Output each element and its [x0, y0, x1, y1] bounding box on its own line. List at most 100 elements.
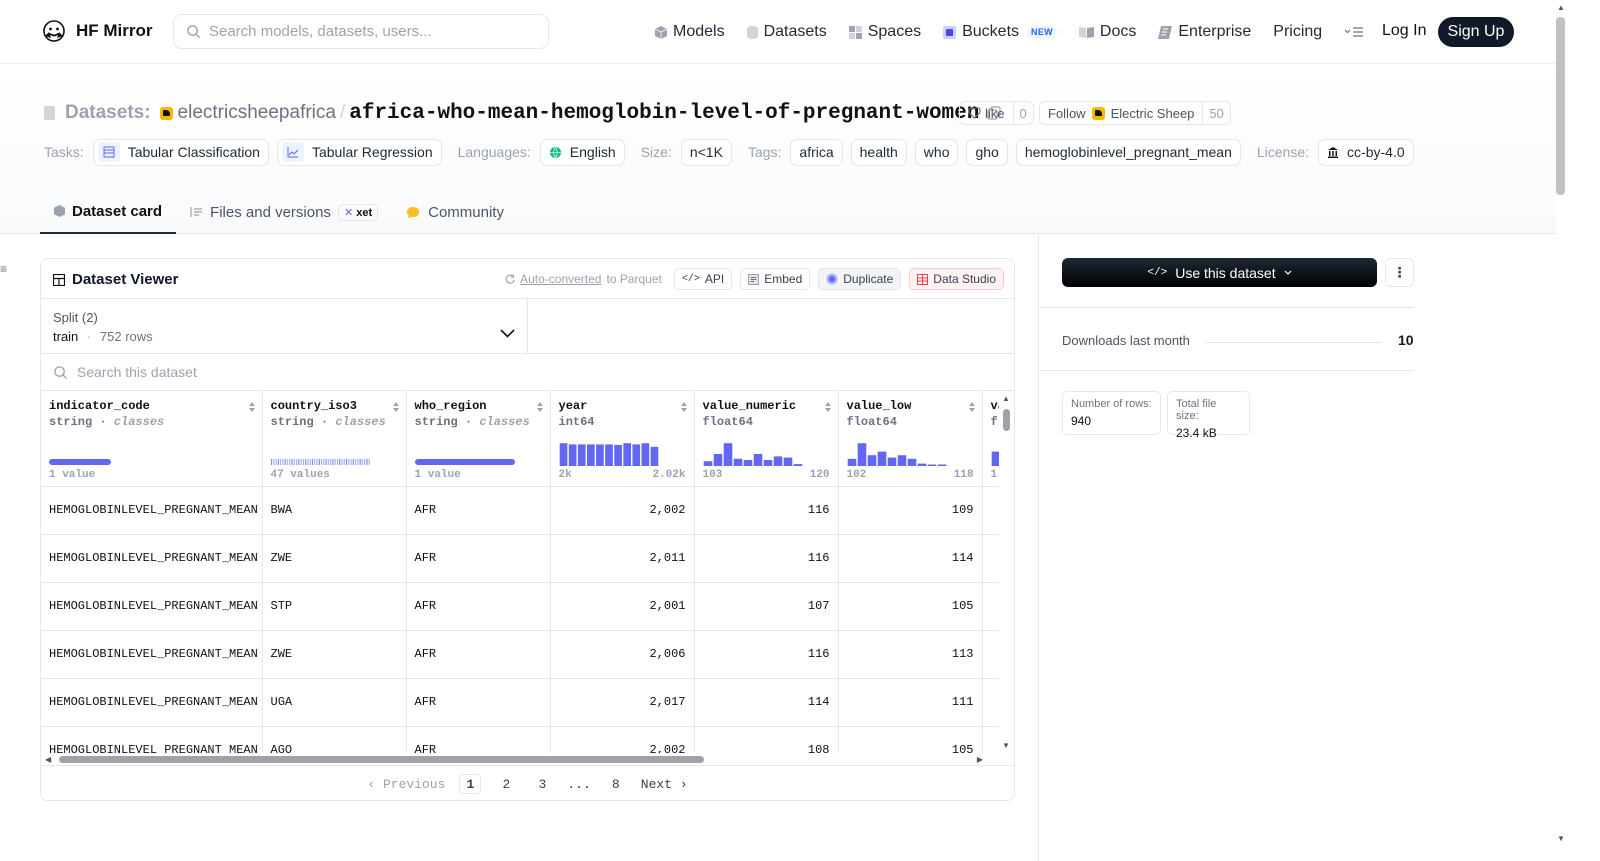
pager-previous[interactable]: ‹ Previous: [367, 776, 446, 792]
class-bar[interactable]: [318, 459, 320, 465]
histogram-bar[interactable]: [559, 443, 567, 466]
tag-africa[interactable]: africa: [790, 138, 843, 166]
histogram-bar[interactable]: [631, 444, 640, 466]
histogram-bar[interactable]: [753, 454, 762, 466]
class-bar[interactable]: [320, 459, 322, 465]
tab-files-and-versions[interactable]: Files and versions ✕ xet: [176, 190, 392, 234]
column-header-0[interactable]: indicator_code string · classes 1 value: [41, 391, 263, 487]
histogram-bar[interactable]: [847, 458, 856, 466]
class-bar[interactable]: [334, 459, 336, 465]
table-vertical-scrollbar[interactable]: ▲ ▼: [999, 391, 1014, 753]
table-cell[interactable]: 111: [838, 678, 983, 727]
nav-pricing[interactable]: Pricing: [1273, 23, 1322, 41]
like-button[interactable]: like 0: [959, 101, 1034, 125]
histogram-bar[interactable]: [763, 460, 772, 466]
table-row[interactable]: HEMOGLOBINLEVEL_PREGNANT_MEAN BWA AFR 2,002…: [41, 486, 999, 535]
duplicate-button[interactable]: Duplicate: [818, 268, 902, 290]
table-cell[interactable]: 2,011: [550, 534, 695, 583]
histogram-bar[interactable]: [703, 461, 712, 466]
class-bar[interactable]: [309, 459, 311, 465]
table-row[interactable]: HEMOGLOBINLEVEL_PREGNANT_MEAN UGA AFR 2,017…: [41, 678, 999, 727]
class-bar[interactable]: [281, 459, 284, 465]
nav-enterprise[interactable]: Enterprise: [1158, 23, 1251, 41]
tag-gho[interactable]: gho: [966, 138, 1008, 166]
histogram-bar[interactable]: [650, 446, 658, 466]
table-row[interactable]: HEMOGLOBINLEVEL_PREGNANT_MEAN ZWE AFR 2,011…: [41, 534, 999, 583]
histogram-bar[interactable]: [723, 443, 732, 466]
class-bar[interactable]: [313, 459, 315, 465]
global-search[interactable]: [173, 14, 549, 49]
signup-button[interactable]: Sign Up: [1438, 17, 1514, 47]
column-header-3[interactable]: year int64 2k 2.02k: [550, 391, 695, 487]
histogram-bar[interactable]: [793, 464, 802, 466]
table-cell[interactable]: 2,002: [550, 726, 695, 753]
table-cell[interactable]: 107: [694, 582, 839, 631]
class-bar[interactable]: [347, 459, 349, 465]
table-cell[interactable]: HEMOGLOBINLEVEL_PREGNANT_MEAN: [41, 726, 263, 753]
class-bar[interactable]: [327, 459, 329, 465]
tag-language[interactable]: English: [539, 138, 625, 166]
scroll-up-icon[interactable]: ▲: [1002, 394, 1010, 403]
class-bar[interactable]: [304, 459, 306, 465]
dataset-search[interactable]: [41, 354, 1014, 391]
class-bar[interactable]: [300, 459, 302, 465]
scroll-up-icon[interactable]: ▲: [1557, 3, 1565, 12]
pager-page-8[interactable]: 8: [611, 776, 620, 792]
class-bar[interactable]: [343, 459, 345, 465]
table-cell[interactable]: AFR: [406, 582, 551, 631]
follow-button[interactable]: Follow Electric Sheep 50: [1039, 101, 1231, 125]
class-bar[interactable]: [336, 459, 338, 465]
auto-converted-link[interactable]: Auto-converted: [520, 272, 602, 286]
class-bar[interactable]: [354, 459, 356, 465]
pager-next[interactable]: Next ›: [640, 776, 688, 792]
table-row[interactable]: HEMOGLOBINLEVEL_PREGNANT_MEAN STP AFR 2,001…: [41, 582, 999, 631]
histogram-bar[interactable]: [577, 444, 586, 466]
table-cell[interactable]: HEMOGLOBINLEVEL_PREGNANT_MEAN: [41, 630, 263, 679]
table-cell[interactable]: 113: [838, 630, 983, 679]
class-bar[interactable]: [352, 459, 354, 465]
column-header-1[interactable]: country_iso3 string · classes 47 values: [262, 391, 407, 487]
class-bar[interactable]: [356, 459, 358, 465]
histogram-bar[interactable]: [641, 443, 649, 466]
scroll-right-icon[interactable]: ▶: [976, 755, 983, 764]
table-cell[interactable]: 116: [694, 534, 839, 583]
class-bar[interactable]: [275, 459, 277, 465]
table-cell[interactable]: [982, 582, 999, 631]
sort-icon[interactable]: [968, 401, 976, 413]
api-button[interactable]: </> API: [673, 268, 733, 290]
tag-size[interactable]: n<1K: [680, 138, 732, 166]
table-cell[interactable]: AFR: [406, 486, 551, 535]
scroll-down-icon[interactable]: ▼: [1002, 741, 1010, 750]
table-cell[interactable]: 109: [838, 486, 983, 535]
tag-task-regression[interactable]: Tabular Regression: [276, 138, 442, 166]
nav-docs[interactable]: Docs: [1078, 23, 1136, 41]
class-bar[interactable]: [338, 459, 340, 465]
table-cell[interactable]: 105: [838, 726, 983, 753]
table-cell[interactable]: STP: [262, 582, 407, 631]
pager-page-1[interactable]: 1: [459, 774, 482, 794]
column-header-4[interactable]: value_numeric float64 103 120: [694, 391, 839, 487]
table-cell[interactable]: 114: [838, 534, 983, 583]
dataset-search-input[interactable]: [77, 364, 477, 380]
table-cell[interactable]: ZWE: [262, 534, 407, 583]
histogram-bar[interactable]: [604, 444, 613, 466]
sort-icon[interactable]: [824, 401, 832, 413]
table-cell[interactable]: HEMOGLOBINLEVEL_PREGNANT_MEAN: [41, 486, 263, 535]
class-bar[interactable]: [311, 459, 313, 465]
histogram-bar[interactable]: [733, 458, 742, 466]
use-this-dataset-button[interactable]: </> Use this dataset: [1062, 258, 1377, 287]
class-bar[interactable]: [270, 459, 272, 465]
table-cell[interactable]: AFR: [406, 678, 551, 727]
table-cell[interactable]: 105: [838, 582, 983, 631]
histogram-bar[interactable]: [991, 451, 999, 466]
histogram-bar[interactable]: [927, 464, 936, 467]
nav-models[interactable]: Models: [655, 23, 725, 41]
class-bar[interactable]: [345, 459, 347, 465]
owner-link[interactable]: electricsheepafrica: [177, 102, 336, 123]
histogram-bar[interactable]: [887, 457, 896, 466]
histogram-bar[interactable]: [586, 444, 595, 466]
histogram-bar[interactable]: [857, 443, 866, 466]
table-cell[interactable]: [982, 630, 999, 679]
histogram-bar[interactable]: [622, 443, 631, 466]
class-bar[interactable]: [322, 459, 324, 465]
